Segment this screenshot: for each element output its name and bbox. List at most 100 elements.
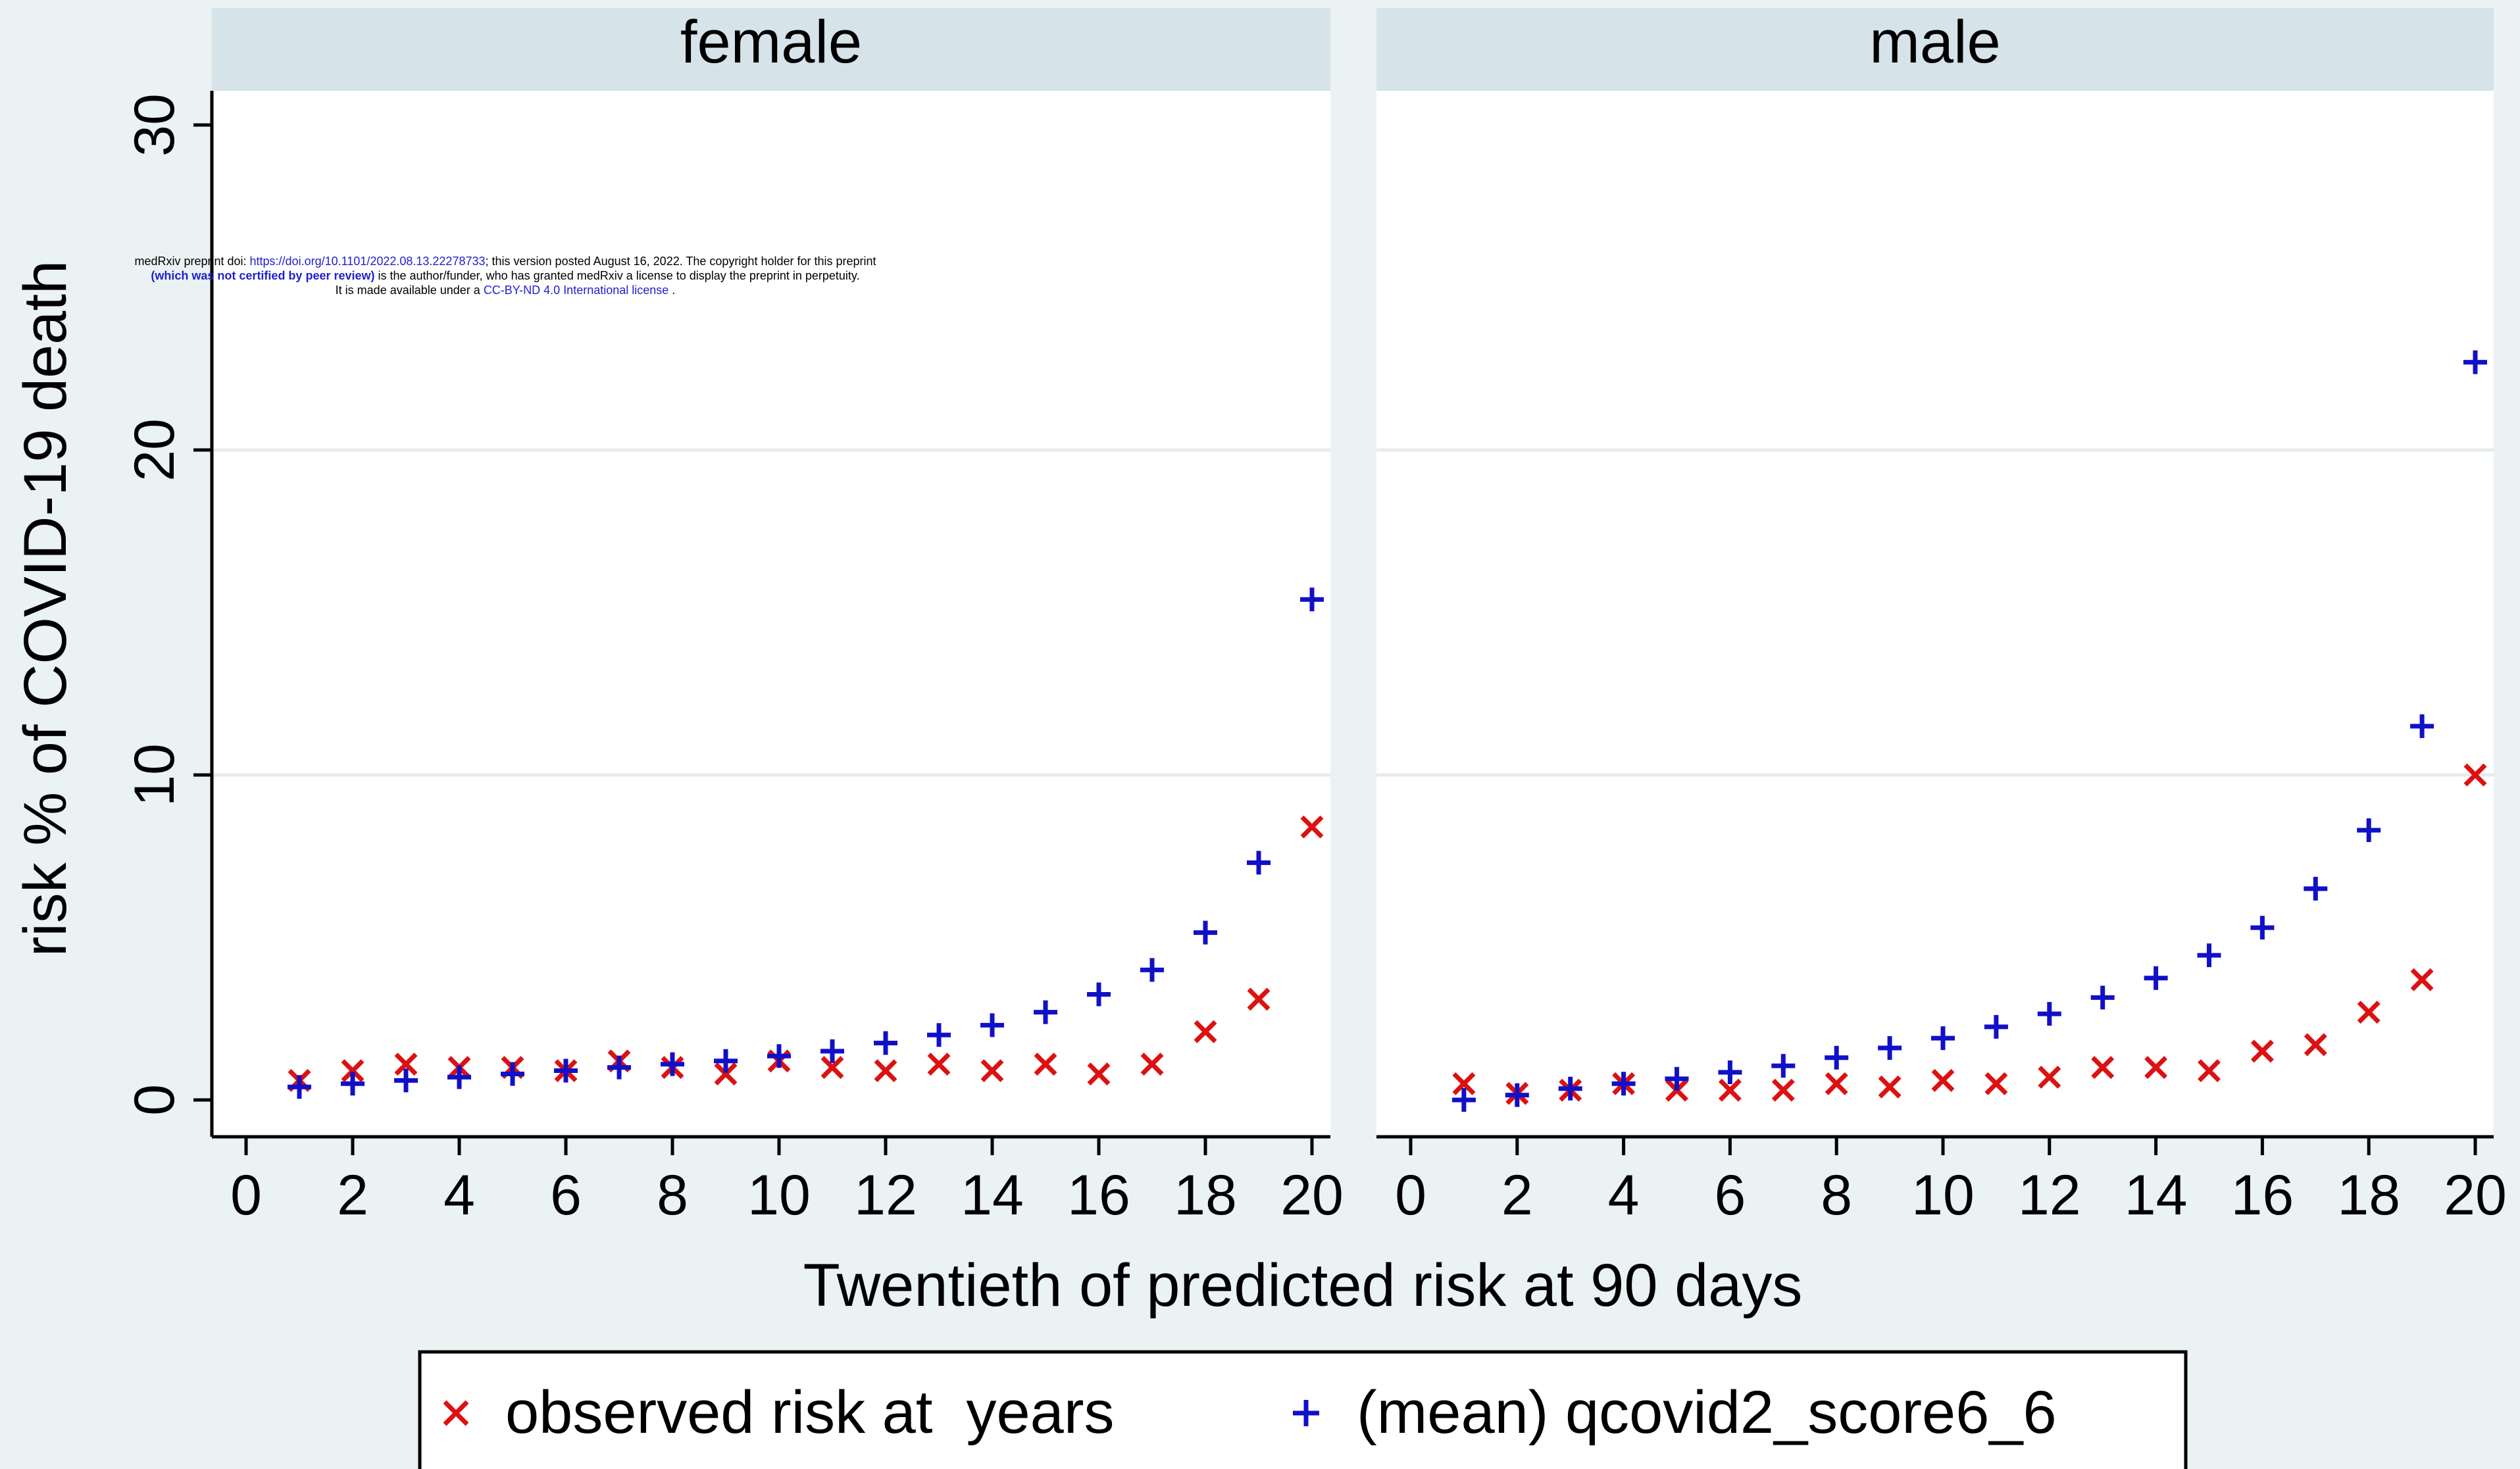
point-observed-stroke: [1771, 1078, 1795, 1102]
point-observed-stroke: [980, 1059, 1004, 1083]
point-observed-stroke: [1087, 1062, 1111, 1085]
point-observed-stroke: [1247, 987, 1271, 1011]
point-predicted: [2250, 916, 2275, 940]
point-observed: [927, 1053, 951, 1076]
notice-line-3: It is made available under a CC-BY-ND 4.…: [51, 283, 959, 297]
point-predicted: [767, 1044, 791, 1068]
point-predicted: [1611, 1072, 1636, 1096]
panel-title: female: [680, 9, 862, 76]
x-tick-label: 4: [443, 1164, 475, 1227]
y-axis-title: risk % of COVID-19 death: [12, 261, 79, 957]
notice-text: medRxiv preprint doi:: [134, 255, 250, 268]
point-predicted: [1247, 851, 1271, 875]
preprint-notice: medRxiv preprint doi: https://doi.org/10…: [51, 254, 959, 297]
point-observed: [1034, 1053, 1057, 1076]
notice-text: .: [668, 284, 676, 297]
point-observed-stroke: [714, 1062, 738, 1085]
point-predicted: [874, 1031, 897, 1055]
notice-line-2: (which was not certified by peer review)…: [51, 268, 959, 283]
point-predicted: [1034, 1000, 1057, 1024]
license-link[interactable]: CC-BY-ND 4.0 International license: [483, 284, 669, 297]
legend-box: [418, 1350, 2188, 1469]
point-observed: [2038, 1065, 2061, 1089]
point-observed-stroke: [2198, 1059, 2221, 1083]
point-predicted: [2037, 1002, 2061, 1026]
point-predicted: [714, 1049, 738, 1073]
plot-area: [212, 91, 1330, 1137]
x-axis-title: Twentieth of predicted risk at 90 days: [803, 1252, 1803, 1319]
panel-title: male: [1869, 9, 2000, 76]
point-observed-stroke: [1300, 815, 1324, 839]
point-observed: [2144, 1056, 2168, 1080]
point-predicted: [661, 1052, 684, 1076]
point-observed: [1452, 1072, 1476, 1095]
panel-male: male 0 2 4 6 8 10 12 14 16 18 20: [1376, 8, 2507, 1227]
point-predicted: [554, 1058, 578, 1083]
x-tick-label: 20: [1280, 1164, 1344, 1227]
point-observed: [1878, 1075, 1902, 1099]
point-predicted: [2410, 714, 2434, 738]
x-tick-label: 0: [230, 1164, 262, 1227]
point-predicted: [2357, 818, 2381, 842]
x-tick-label: 10: [1911, 1164, 1975, 1227]
x-tick-label: 14: [2125, 1164, 2188, 1227]
point-observed: [2357, 1001, 2381, 1024]
point-predicted: [820, 1039, 844, 1063]
x-tick-label: 12: [854, 1164, 917, 1227]
point-observed-stroke: [2144, 1056, 2168, 1080]
point-predicted: [501, 1062, 524, 1086]
point-observed-stroke: [1931, 1068, 1955, 1092]
point-observed-stroke: [394, 1053, 418, 1076]
legend-marker-predicted: [1293, 1400, 1319, 1426]
point-predicted: [927, 1023, 951, 1047]
x-tick-label: 2: [1501, 1164, 1533, 1227]
x-tick-label: 8: [1821, 1164, 1852, 1227]
point-observed: [1718, 1078, 1742, 1102]
point-predicted: [1087, 982, 1111, 1007]
x-tick-label: 14: [961, 1164, 1024, 1227]
point-observed: [341, 1059, 365, 1083]
point-predicted: [1771, 1054, 1796, 1078]
point-observed-stroke: [874, 1059, 897, 1083]
point-observed: [874, 1059, 897, 1083]
point-observed: [1140, 1053, 1164, 1076]
point-observed: [1771, 1078, 1795, 1102]
notice-text: It is made available under a: [335, 284, 484, 297]
notice-line-1: medRxiv preprint doi: https://doi.org/10…: [51, 254, 959, 268]
x-tick-label: 10: [747, 1164, 811, 1227]
legend-label-predicted: (mean) qcovid2_score6_6: [1357, 1379, 2057, 1446]
point-observed: [2304, 1033, 2327, 1057]
point-predicted: [1825, 1045, 1849, 1070]
point-predicted: [1451, 1088, 1476, 1112]
point-predicted: [2197, 943, 2221, 968]
x-tick-label: 6: [550, 1164, 582, 1227]
y-tick-label: 30: [123, 93, 186, 157]
point-observed-stroke: [927, 1053, 951, 1076]
point-observed: [394, 1053, 418, 1076]
point-observed: [2198, 1059, 2221, 1083]
point-predicted: [1505, 1083, 1529, 1107]
legend-x-marker: [443, 1400, 469, 1426]
point-observed-stroke: [341, 1059, 365, 1083]
legend-plus-marker: [1293, 1400, 1319, 1426]
point-observed: [1087, 1062, 1111, 1085]
x-tick-label: 4: [1608, 1164, 1640, 1227]
point-observed-stroke: [1140, 1053, 1164, 1076]
point-predicted: [1984, 1014, 2008, 1039]
point-observed-stroke: [1718, 1078, 1742, 1102]
point-predicted: [2463, 350, 2487, 374]
doi-link[interactable]: https://doi.org/10.1101/2022.08.13.22278…: [249, 255, 486, 268]
point-predicted: [2144, 966, 2168, 990]
point-observed-stroke: [2304, 1033, 2327, 1057]
point-predicted: [1558, 1076, 1582, 1101]
point-predicted: [2304, 876, 2328, 901]
x-tick-label: 20: [2444, 1164, 2507, 1227]
point-observed: [980, 1059, 1004, 1083]
point-predicted: [607, 1055, 631, 1080]
point-observed-stroke: [2250, 1039, 2274, 1063]
legend-label-observed: observed risk at years: [505, 1379, 1114, 1446]
x-tick-label: 8: [657, 1164, 688, 1227]
x-tick-label: 12: [2018, 1164, 2081, 1227]
point-observed: [1931, 1068, 1955, 1092]
point-observed-stroke: [2357, 1001, 2381, 1024]
